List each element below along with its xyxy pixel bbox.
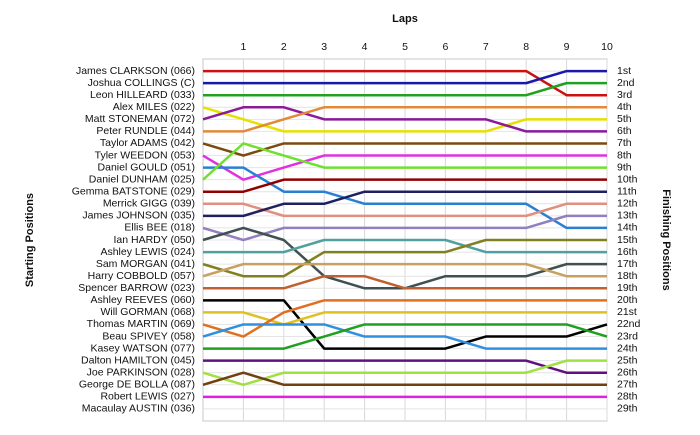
y2-tick-label: 18th	[617, 270, 638, 282]
y2-tick-label: 16th	[617, 246, 638, 258]
x-tick-label: 1	[240, 41, 246, 53]
driver-label: Gemma BATSTONE (029)	[72, 186, 195, 198]
driver-label: Taylor ADAMS (042)	[100, 137, 195, 149]
position-line	[203, 299, 608, 350]
driver-label: Daniel GOULD (051)	[98, 161, 195, 173]
position-line	[203, 178, 607, 193]
y2-tick-label: 5th	[617, 113, 632, 125]
driver-label: Tyler WEEDON (053)	[95, 149, 195, 161]
position-line	[202, 238, 607, 278]
position-line	[203, 202, 607, 218]
x-tick-label: 4	[362, 41, 368, 53]
position-line	[203, 69, 607, 85]
position-line	[202, 214, 607, 242]
x-tick-label: 6	[442, 41, 448, 53]
driver-label: Thomas MARTIN (069)	[87, 318, 195, 330]
driver-label: Merrick GIGG (039)	[103, 198, 195, 210]
y2-tick-label: 3rd	[617, 89, 632, 101]
driver-label: Harry COBBOLD (057)	[88, 270, 195, 282]
y2-tick-label: 17th	[617, 258, 638, 270]
y2-tick-label: 25th	[617, 354, 638, 366]
y2-tick-label: 13th	[617, 210, 638, 222]
y2-tick-label: 26th	[617, 367, 638, 379]
driver-label: Joe PARKINSON (028)	[87, 367, 195, 379]
position-line	[202, 142, 607, 181]
x-tick-label: 5	[402, 41, 408, 53]
x-tick-label: 2	[281, 41, 287, 53]
y2-tick-label: 24th	[617, 342, 638, 354]
position-line	[202, 299, 607, 338]
position-line	[202, 154, 607, 181]
y2-tick-label: 6th	[617, 125, 632, 137]
driver-label: Beau SPIVEY (058)	[102, 330, 195, 342]
position-line	[203, 238, 607, 254]
position-line	[203, 81, 607, 97]
y2-tick-label: 1st	[617, 65, 631, 77]
x-tick-label: 8	[523, 41, 529, 53]
position-line	[202, 106, 607, 133]
driver-label: Robert LEWIS (027)	[100, 391, 195, 403]
y2-tick-label: 19th	[617, 282, 638, 294]
driver-label: Peter RUNDLE (044)	[96, 125, 195, 137]
y2-tick-label: 12th	[617, 198, 638, 210]
driver-label: Ian HARDY (050)	[113, 234, 195, 246]
y2-tick-label: 21st	[617, 306, 637, 318]
x-tick-label: 9	[564, 41, 570, 53]
driver-label: Matt STONEMAN (072)	[85, 113, 195, 125]
driver-label: Macaulay AUSTIN (036)	[82, 403, 195, 415]
y2-tick-label: 27th	[617, 379, 638, 391]
y2-tick-label: 22nd	[617, 318, 641, 330]
driver-label: Leon HILLEARD (033)	[90, 89, 195, 101]
y2-tick-label: 29th	[617, 403, 638, 415]
driver-label: James JOHNSON (035)	[82, 210, 195, 222]
position-line	[203, 359, 607, 374]
position-line	[203, 323, 608, 350]
driver-label: Sam MORGAN (041)	[96, 258, 195, 270]
driver-label: Spencer BARROW (023)	[78, 282, 195, 294]
y2-tick-label: 7th	[617, 137, 632, 149]
position-line	[202, 142, 607, 157]
lines	[202, 69, 608, 399]
driver-label: James CLARKSON (066)	[76, 65, 195, 77]
position-line	[202, 262, 607, 278]
position-line	[203, 274, 607, 290]
y2-tick-label: 9th	[617, 161, 632, 173]
driver-label: Ashley LEWIS (024)	[100, 246, 195, 258]
y-axis-title: Starting Positions	[24, 193, 36, 287]
y2-tick-label: 14th	[617, 222, 638, 234]
position-line	[202, 106, 607, 133]
y2-tick-label: 8th	[617, 149, 632, 161]
y2-tick-label: 11th	[617, 186, 637, 198]
x-tick-label: 3	[321, 41, 327, 53]
position-line	[202, 323, 607, 350]
position-line	[203, 106, 607, 133]
driver-label: Dalton HAMILTON (045)	[81, 354, 195, 366]
driver-label: Ashley REEVES (060)	[91, 294, 195, 306]
x-axis-title: Laps	[392, 13, 418, 25]
position-line	[202, 359, 607, 387]
x-tick-label: 7	[483, 41, 489, 53]
position-line	[203, 190, 607, 218]
driver-label: Daniel DUNHAM (025)	[89, 173, 195, 185]
driver-label: Joshua COLLINGS (C)	[88, 77, 195, 89]
driver-label: Ellis BEE (018)	[124, 222, 195, 234]
y2-tick-label: 23rd	[617, 330, 638, 342]
y2-tick-label: 20th	[617, 294, 638, 306]
position-line	[202, 371, 607, 387]
y2-tick-label: 2nd	[617, 77, 635, 89]
x-tick-label: 10	[601, 41, 613, 53]
driver-label: George DE BOLLA (087)	[79, 379, 195, 391]
y2-tick-label: 15th	[617, 234, 638, 246]
y2-axis-title: Finishing Positions	[660, 189, 672, 290]
driver-label: Alex MILES (022)	[113, 101, 195, 113]
y2-tick-label: 28th	[617, 391, 638, 403]
driver-label: Will GORMAN (068)	[100, 306, 195, 318]
y2-tick-label: 4th	[617, 101, 632, 113]
y2-tick-label: 10th	[617, 173, 638, 185]
driver-label: Kasey WATSON (077)	[91, 342, 195, 354]
